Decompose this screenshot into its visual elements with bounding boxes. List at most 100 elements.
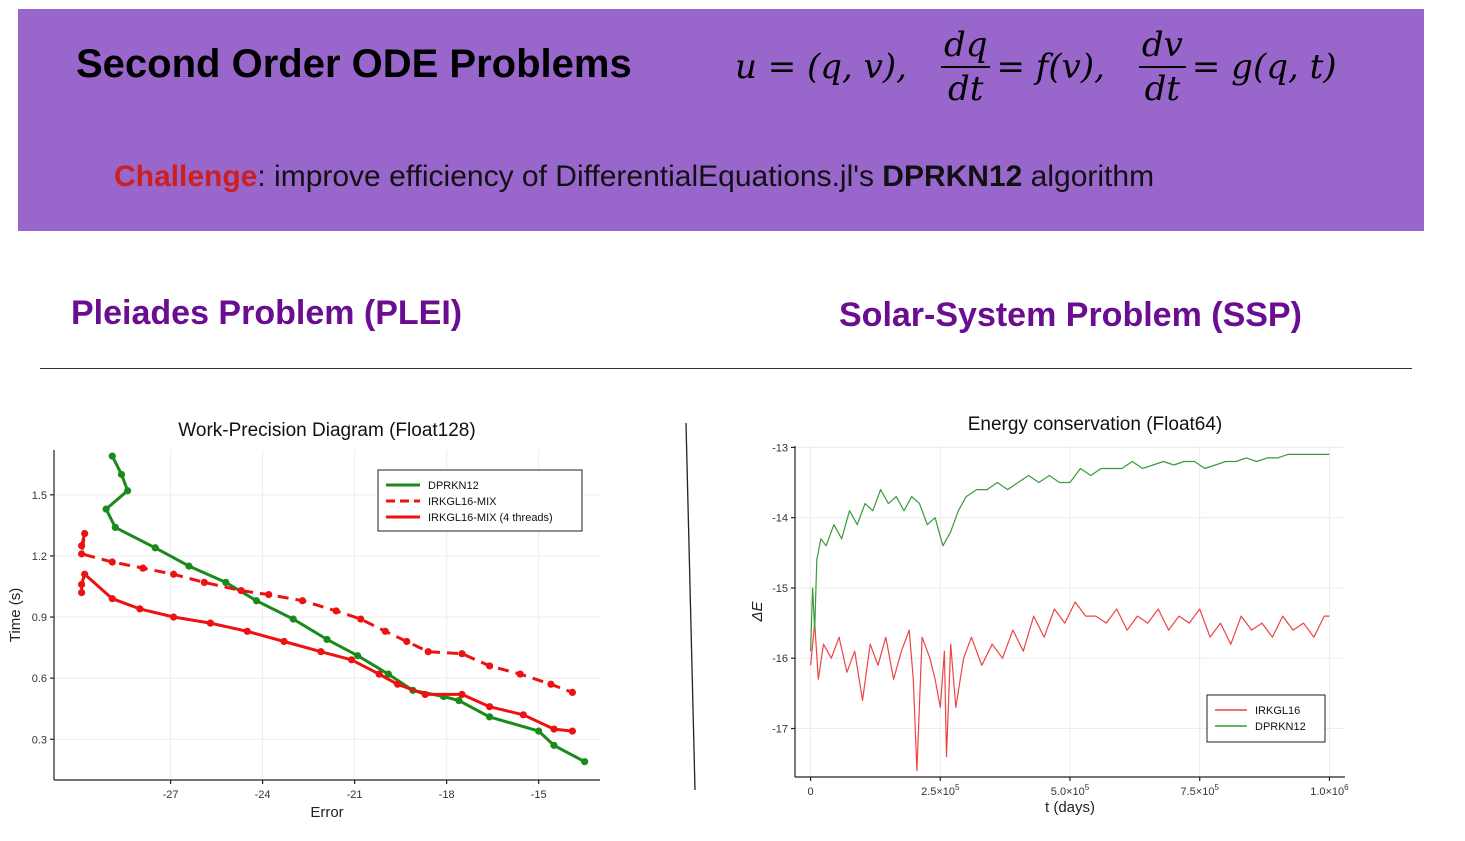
data-point [317, 648, 325, 656]
data-point [375, 670, 383, 678]
x-tick-label: 5.0×105 [1051, 783, 1090, 798]
challenge-text: Challenge: improve efficiency of Differe… [114, 160, 1154, 194]
data-point [298, 597, 307, 605]
vertical-divider-line [685, 422, 696, 791]
data-point [108, 452, 116, 460]
y-tick-label: 0.6 [32, 673, 47, 685]
data-point [547, 680, 555, 688]
y-tick-label: -16 [772, 653, 788, 665]
data-point [458, 690, 466, 699]
x-tick-label: -15 [531, 789, 547, 801]
data-point [384, 670, 392, 678]
data-point [568, 727, 576, 735]
data-point [185, 562, 193, 570]
x-tick-label: -21 [347, 789, 363, 801]
legend-box [1206, 694, 1326, 743]
y-axis-label: ΔE [749, 600, 766, 622]
data-point [516, 670, 524, 678]
x-tick-label: 2.5×105 [921, 783, 960, 798]
data-point [102, 505, 110, 513]
data-point [455, 696, 463, 705]
formula-dq: dq [940, 26, 991, 68]
data-point [485, 662, 494, 670]
data-point [347, 656, 356, 664]
data-point [108, 595, 116, 603]
y-tick-label: -13 [772, 442, 788, 454]
legend-box [377, 469, 583, 532]
data-point [111, 523, 119, 532]
x-tick-label: -18 [439, 789, 455, 801]
data-point [206, 619, 215, 627]
legend-label: DPRKN12 [428, 480, 479, 492]
data-point [139, 564, 147, 572]
data-point [550, 725, 558, 733]
series-line-1 [80, 532, 573, 694]
data-point [424, 648, 432, 656]
y-tick-label: 1.2 [32, 551, 47, 563]
data-point [117, 470, 126, 479]
y-tick-label: -17 [772, 724, 788, 736]
data-point [124, 487, 132, 495]
horizontal-divider [40, 368, 1412, 369]
formula-dv-dt: dv dt [1138, 26, 1186, 109]
data-point [323, 635, 331, 644]
data-point [237, 586, 245, 595]
data-point [381, 627, 389, 635]
algorithm-name: DPRKN12 [882, 160, 1023, 193]
formula-dt: dt [947, 69, 984, 109]
data-point [581, 758, 589, 766]
data-point [485, 713, 494, 721]
formula-dq-dt: dq dt [940, 26, 991, 109]
work-precision-chart: -27 -24 -21 -18 -15 0.3 0.6 0.9 1.2 1.5 Work-Preci… [7, 420, 600, 821]
y-tick-label: 0.9 [32, 612, 47, 624]
x-tick-label: 7.5×105 [1181, 783, 1220, 798]
ode-formula: u = (q, v), dq dt = f(v), dv dt = g(q, t… [735, 22, 1337, 112]
x-tick-label: -24 [255, 789, 271, 801]
data-point [81, 529, 89, 538]
data-point [280, 637, 288, 646]
y-tick-label: -15 [772, 583, 788, 595]
data-point [265, 591, 273, 599]
formula-dt-2: dt [1144, 69, 1181, 109]
data-point [151, 544, 159, 552]
data-point [354, 652, 362, 660]
data-point [421, 690, 429, 699]
formula-g-rhs: = g(q, t) [1191, 47, 1337, 87]
x-tick-label: -27 [163, 789, 179, 801]
data-point [519, 711, 527, 719]
data-point [136, 605, 144, 613]
data-point [222, 578, 230, 587]
formula-u-definition: u = (q, v), [735, 47, 907, 87]
formula-dv: dv [1138, 26, 1186, 68]
formula-f-rhs: = f(v), [996, 47, 1105, 87]
data-point [78, 542, 86, 550]
data-point [485, 703, 494, 711]
data-point [393, 680, 402, 688]
data-point [81, 570, 89, 578]
data-point [458, 650, 466, 658]
x-tick-label: 0 [808, 786, 814, 798]
legend-label: DPRKN12 [1255, 721, 1306, 733]
data-point [108, 558, 116, 566]
challenge-suffix: algorithm [1022, 160, 1155, 193]
challenge-label: Challenge [114, 160, 258, 193]
y-axis-label: Time (s) [7, 588, 24, 642]
series-line-1 [810, 453, 1330, 652]
data-point [200, 578, 208, 587]
data-point [550, 741, 558, 749]
series-line-0 [810, 601, 1330, 772]
y-tick-label: 1.5 [32, 490, 47, 502]
ssp-section-title: Solar-System Problem (SSP) [839, 296, 1302, 334]
series-line-2 [80, 572, 573, 733]
data-point [357, 615, 365, 623]
data-point [332, 607, 340, 615]
data-point [403, 637, 411, 646]
slide-title: Second Order ODE Problems [76, 42, 632, 86]
y-tick-label: -14 [772, 513, 788, 525]
data-point [568, 688, 576, 697]
header-banner [18, 9, 1424, 231]
data-point [78, 588, 86, 597]
plei-section-title: Pleiades Problem (PLEI) [71, 294, 463, 332]
data-point [535, 727, 543, 735]
y-tick-label: 0.3 [32, 734, 47, 746]
